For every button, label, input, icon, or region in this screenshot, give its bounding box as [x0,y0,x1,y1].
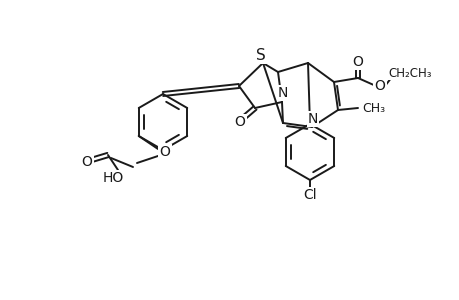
Text: CH₃: CH₃ [361,101,384,115]
Text: O: O [159,145,170,159]
Text: O: O [81,155,92,169]
Text: S: S [256,47,265,62]
Text: O: O [374,79,385,93]
Text: Cl: Cl [302,188,316,202]
Text: N: N [277,86,287,100]
Text: CH₂CH₃: CH₂CH₃ [387,67,431,80]
Text: HO: HO [102,171,123,185]
Text: O: O [234,115,245,129]
Text: O: O [352,55,363,69]
Text: N: N [307,112,318,126]
